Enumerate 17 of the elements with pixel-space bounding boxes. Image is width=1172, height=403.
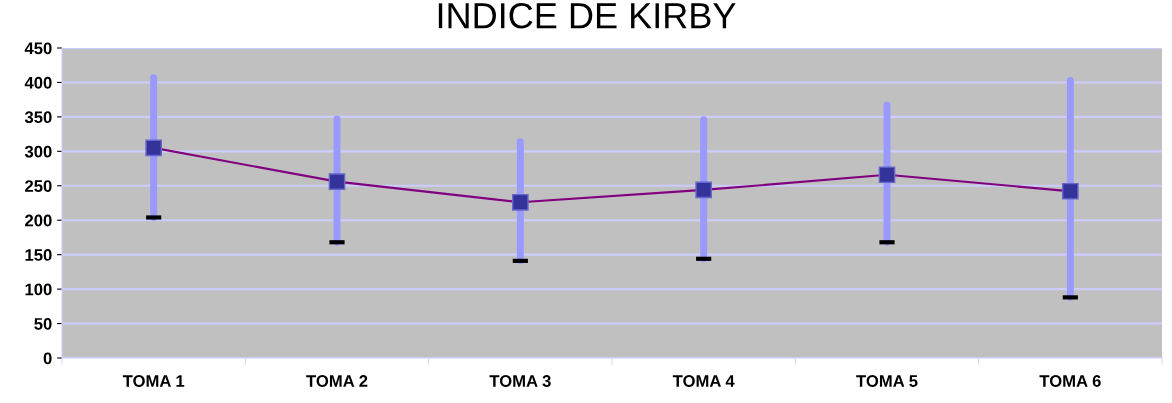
y-tick-label: 200 bbox=[25, 214, 52, 227]
x-tick-label: TOMA 4 bbox=[672, 375, 735, 387]
y-tick-label: 350 bbox=[24, 111, 52, 124]
y-tick-label: 100 bbox=[25, 283, 52, 296]
y-tick-label: 250 bbox=[25, 180, 52, 192]
y-tick-label: 300 bbox=[24, 145, 52, 158]
y-tick-label: 450 bbox=[24, 42, 52, 55]
chart-title: INDICE DE KIRBY bbox=[438, 2, 736, 29]
y-tick-label: 400 bbox=[24, 76, 52, 89]
y-tick-label: 150 bbox=[25, 249, 52, 261]
x-tick-label: TOMA 1 bbox=[122, 375, 185, 387]
x-tick-label: TOMA 6 bbox=[1039, 375, 1101, 387]
x-tick-label: TOMA 2 bbox=[306, 375, 368, 387]
y-tick-label: 0 bbox=[43, 352, 52, 365]
x-tick-label: TOMA 5 bbox=[856, 375, 918, 387]
y-tick-label: 50 bbox=[34, 317, 52, 330]
x-tick-label: TOMA 3 bbox=[489, 375, 551, 387]
